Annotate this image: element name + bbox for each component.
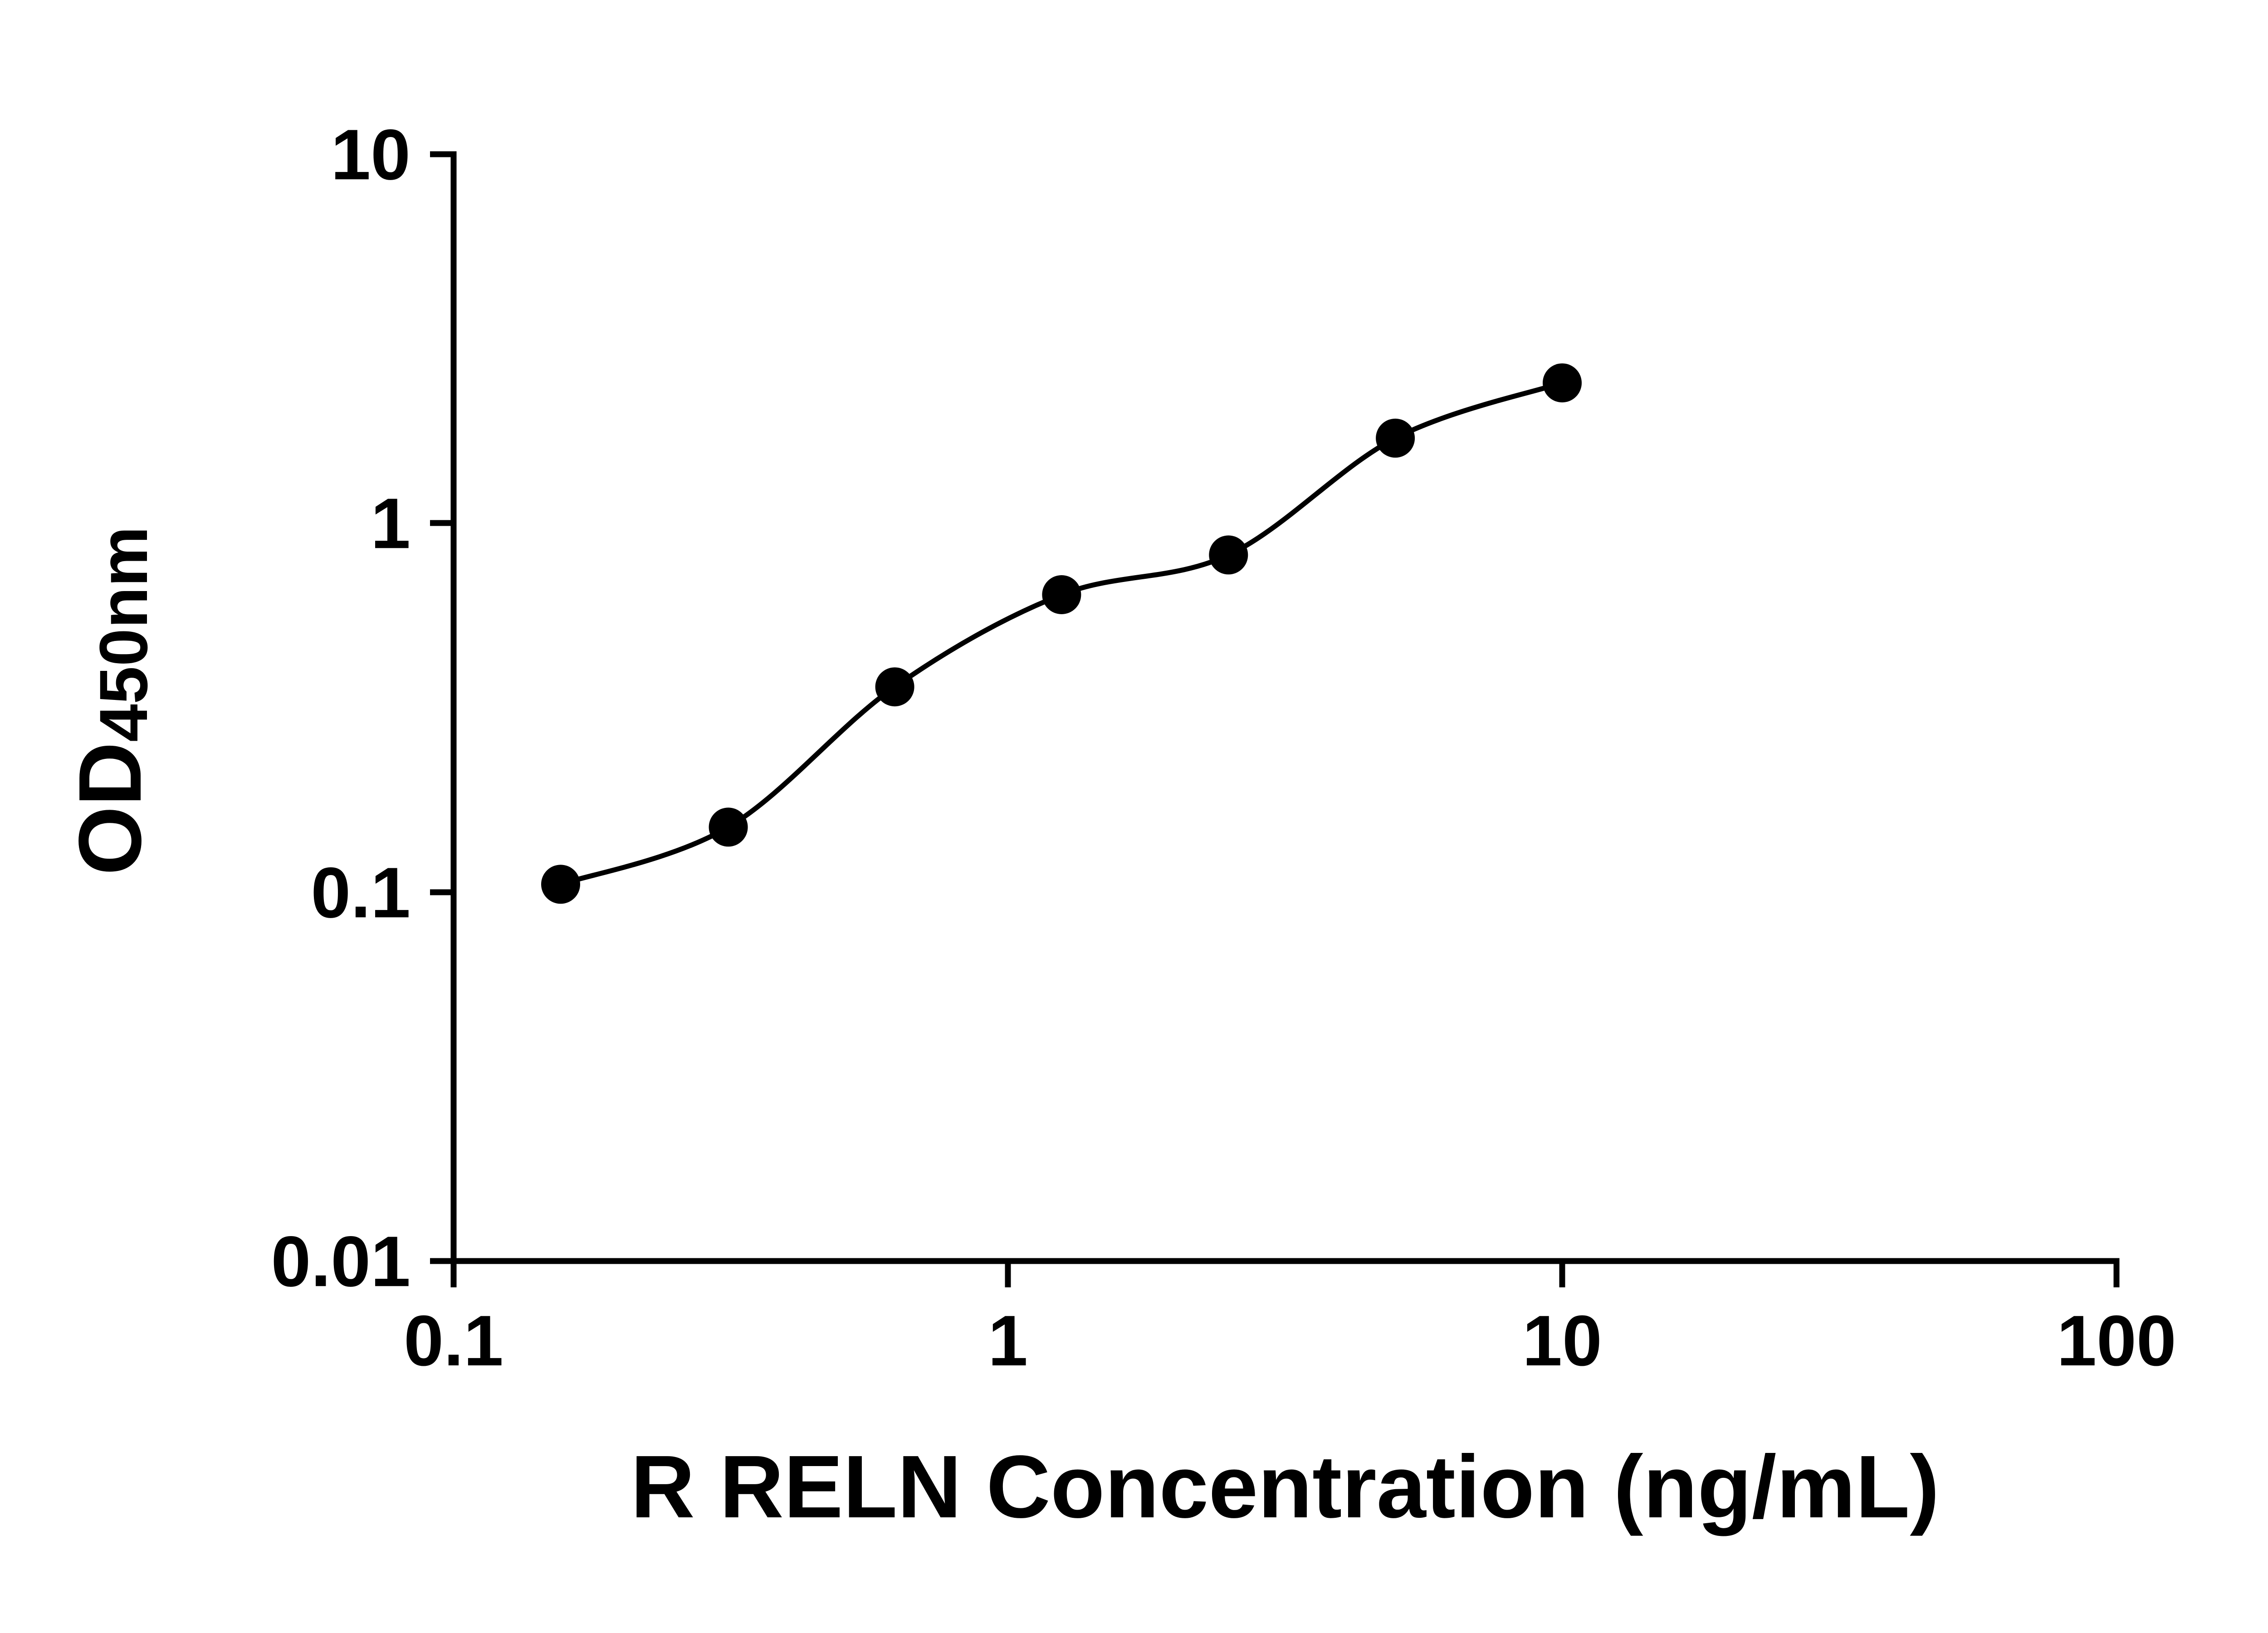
y-tick-label: 0.01 — [271, 1222, 411, 1301]
x-tick-labels: 0.1 1 10 100 — [404, 1301, 2176, 1381]
x-tick-label: 0.1 — [404, 1301, 503, 1381]
data-point — [1376, 418, 1415, 458]
data-point — [1042, 575, 1081, 614]
data-point — [1543, 363, 1582, 403]
data-point — [1209, 535, 1248, 575]
x-axis-title: R RELN Concentration (ng/mL) — [631, 1437, 1939, 1536]
y-axis-title-main: OD — [60, 742, 160, 875]
data-point — [541, 865, 580, 904]
x-tick-label: 10 — [1522, 1301, 1602, 1381]
series-r-reln — [541, 363, 1582, 904]
axes — [430, 151, 2120, 1287]
x-tick-label: 1 — [988, 1301, 1028, 1381]
y-tick-labels: 10 1 0.1 0.01 — [271, 115, 411, 1301]
x-tick-label: 100 — [2057, 1301, 2176, 1381]
y-axis-title-sub: 450nm — [85, 526, 161, 742]
data-point — [709, 807, 748, 847]
data-point — [875, 667, 914, 707]
y-tick-label: 1 — [371, 484, 411, 563]
fit-curve — [558, 380, 1565, 887]
y-tick-label: 10 — [331, 115, 411, 195]
y-axis-title: OD450nm — [60, 526, 161, 875]
y-tick-label: 0.1 — [311, 853, 411, 933]
